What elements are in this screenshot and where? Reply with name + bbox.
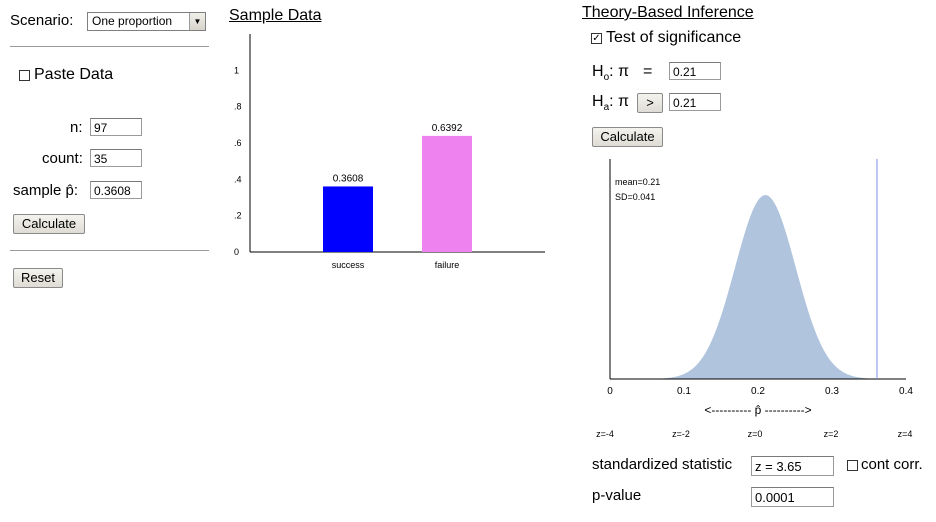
ha-operator-button[interactable]: > <box>637 93 663 113</box>
sd-text: SD=0.041 <box>615 192 655 202</box>
z-tick-label: z=2 <box>824 429 839 439</box>
sample-data-title: Sample Data <box>229 7 322 24</box>
chevron-down-icon[interactable]: ▼ <box>189 13 205 30</box>
count-label: count: <box>42 150 83 167</box>
theory-calculate-button[interactable]: Calculate <box>592 127 663 147</box>
standardized-statistic-label: standardized statistic <box>592 456 733 473</box>
scenario-select[interactable]: One proportion ▼ <box>87 12 206 31</box>
bar-value-label: 0.6392 <box>432 123 463 134</box>
standardized-statistic-output: z = 3.65 <box>751 456 834 476</box>
y-tick-label: .4 <box>234 174 242 184</box>
z-tick-label: z=0 <box>748 429 763 439</box>
bar-value-label: 0.3608 <box>333 173 364 184</box>
p-value-label: p-value <box>592 487 642 504</box>
phat-axis-label: <---------- p̂ ----------> <box>704 403 811 417</box>
ha-label: Ha: π <box>592 93 630 114</box>
x-tick-label: 0.1 <box>677 386 691 397</box>
count-input[interactable]: 35 <box>90 149 142 167</box>
z-tick-label: z=-4 <box>596 429 614 439</box>
y-tick-label: 0 <box>234 247 239 257</box>
cont-corr-checkbox[interactable] <box>847 460 858 471</box>
z-tick-label: z=4 <box>898 429 913 439</box>
divider <box>10 250 209 251</box>
sample-phat-label: sample p̂: <box>13 182 79 199</box>
ha-subscript: a <box>603 102 610 114</box>
n-input[interactable]: 97 <box>90 118 142 136</box>
null-distribution-chart: mean=0.21 SD=0.041 0 0.1 0.2 0.3 0.4 <---------… <box>596 159 913 439</box>
x-tick-label: 0 <box>607 386 613 397</box>
reset-button[interactable]: Reset <box>13 268 63 288</box>
y-tick-label: 1 <box>234 65 239 75</box>
y-tick-label: .6 <box>234 138 242 148</box>
bar-failure <box>422 135 472 252</box>
x-tick-label: 0.2 <box>751 386 765 397</box>
cont-corr-label: cont corr. <box>861 456 923 473</box>
paste-data-checkbox[interactable] <box>19 70 30 81</box>
test-of-significance-label: Test of significance <box>606 29 742 46</box>
scenario-select-value: One proportion <box>92 14 173 28</box>
divider <box>10 46 209 47</box>
bar-success <box>323 186 373 252</box>
h0-operator: = <box>643 63 653 80</box>
scenario-label: Scenario: <box>10 12 74 29</box>
h0-subscript: o <box>603 72 610 84</box>
ha-value-input[interactable]: 0.21 <box>669 93 721 111</box>
mean-text: mean=0.21 <box>615 177 660 187</box>
z-tick-label: z=-2 <box>672 429 690 439</box>
category-label: failure <box>435 260 460 270</box>
p-value-output: 0.0001 <box>751 487 834 507</box>
y-tick-label: .2 <box>234 211 242 221</box>
test-of-significance-checkbox[interactable]: ✓ <box>591 33 602 44</box>
h0-label: Ho: π <box>592 63 630 84</box>
category-label: success <box>332 260 365 270</box>
paste-data-label: Paste Data <box>34 66 114 83</box>
theory-title: Theory-Based Inference <box>582 4 754 21</box>
y-tick-label: .8 <box>234 102 242 112</box>
h0-value-input[interactable]: 0.21 <box>669 62 721 80</box>
null-distribution-curve <box>610 195 906 379</box>
n-label: n: <box>70 119 83 136</box>
x-tick-label: 0.3 <box>825 386 839 397</box>
calculate-button[interactable]: Calculate <box>13 214 85 234</box>
sample-phat-input[interactable]: 0.3608 <box>90 181 142 199</box>
x-tick-label: 0.4 <box>899 386 913 397</box>
sample-data-chart: 0 .2 .4 .6 .8 1 0.3608 success 0.6392 failure <box>234 34 545 270</box>
